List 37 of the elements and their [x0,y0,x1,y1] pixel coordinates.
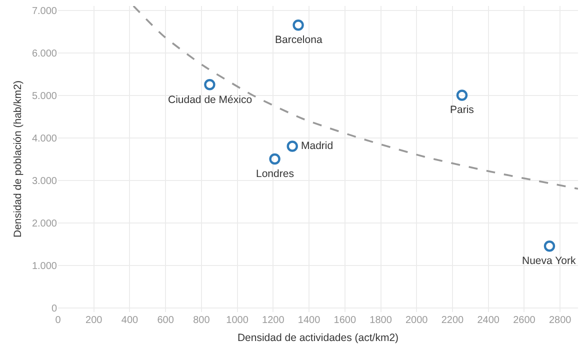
y-tick-label: 1.000 [32,260,58,272]
point [292,20,304,31]
point [204,79,216,90]
y-tick-label: 4.000 [32,133,58,144]
x-tick-label: 800 [193,315,210,326]
y-axis-title: Densidad de población (hab/km2) [12,80,24,238]
y-tick-label: 2.000 [32,218,58,230]
x-tick-label: 1000 [226,315,249,326]
x-tick-label: 1200 [262,315,285,326]
x-tick-label: 2800 [548,315,572,326]
y-tick-label: 0 [51,303,58,314]
x-tick-label: 400 [121,315,138,326]
x-tick-label: 200 [86,315,103,326]
line-series [132,6,578,190]
x-tick-label: 1800 [370,315,392,326]
annotation: Paris [450,104,474,116]
y-tick-label: 5.000 [32,90,58,102]
annotation: Nueva York [522,255,576,267]
x-axis-title: Densidad de actividades (act/km2) [237,332,399,344]
x-tick-label: 2200 [441,315,464,326]
y-tick-label: 3.000 [32,176,58,187]
x-tick-label: 2400 [477,315,500,326]
y-tick-label: 6.000 [32,48,58,60]
x-tick-label: 2000 [405,315,428,326]
point [269,153,280,165]
y-tick-label: 7.000 [32,6,58,17]
annotation: Barcelona [275,34,322,46]
annotation: Londres [256,168,294,180]
x-tick-label: 1400 [298,315,321,326]
x-tick-label: 600 [157,315,174,326]
annotation: Ciudad de México [168,94,252,106]
x-tick-label: 2600 [513,315,536,326]
annotation: Madrid [301,140,334,152]
point [544,240,556,252]
x-tick-label: 1600 [334,315,356,326]
point [456,90,468,101]
point [286,140,298,152]
